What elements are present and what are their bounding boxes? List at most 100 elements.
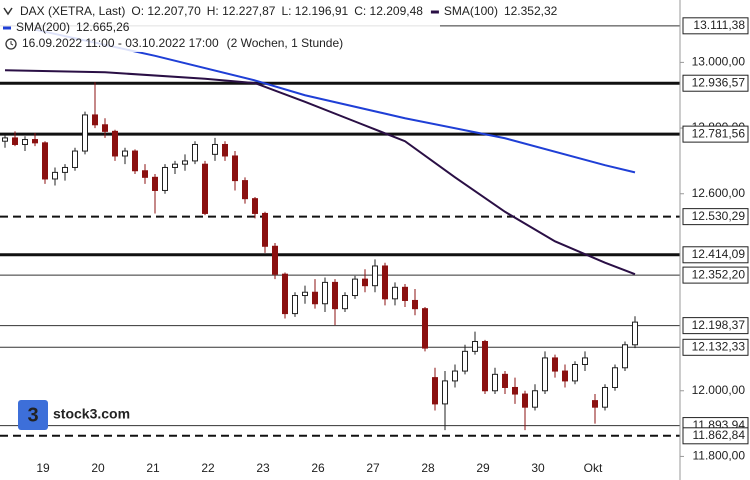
x-tick-label: 20 bbox=[91, 461, 105, 475]
level-box bbox=[682, 17, 749, 35]
sma-line bbox=[4, 69, 636, 276]
level-label: 11.862,84 bbox=[693, 428, 746, 442]
candle-body bbox=[172, 163, 178, 168]
candle-body bbox=[392, 286, 398, 300]
level-box bbox=[682, 208, 749, 226]
candle-body bbox=[532, 390, 538, 408]
candle-body bbox=[482, 341, 488, 392]
candle-body bbox=[552, 357, 558, 372]
candle-body bbox=[522, 393, 528, 408]
candle-body bbox=[312, 291, 318, 305]
candle-body bbox=[232, 155, 238, 182]
candle-body bbox=[202, 163, 208, 214]
legend-name: SMA(100) bbox=[444, 4, 498, 18]
candle-body bbox=[152, 176, 158, 191]
candle-body bbox=[242, 180, 248, 200]
header-bg bbox=[0, 2, 440, 52]
quote-value: H: 12.227,87 bbox=[207, 4, 276, 18]
axis-background bbox=[680, 0, 750, 480]
candle-body bbox=[112, 130, 118, 157]
level-box bbox=[682, 266, 749, 284]
level-label: 12.352,20 bbox=[692, 267, 746, 281]
level-box bbox=[682, 125, 749, 143]
quote-value: O: 12.207,70 bbox=[131, 4, 201, 18]
candle-body bbox=[192, 143, 198, 162]
candle-body bbox=[272, 245, 278, 275]
legend-name: SMA(200) bbox=[16, 20, 70, 34]
quote-value: C: 12.209,48 bbox=[354, 4, 423, 18]
x-tick-label: 26 bbox=[311, 461, 325, 475]
collapse-icon bbox=[3, 7, 13, 16]
candle-body bbox=[32, 139, 38, 144]
candle-body bbox=[102, 124, 108, 132]
candle-body bbox=[452, 370, 458, 382]
candle-body bbox=[262, 212, 268, 247]
candle-body bbox=[252, 198, 258, 214]
y-tick-label: 12.600,00 bbox=[692, 186, 746, 200]
candle-body bbox=[12, 137, 18, 145]
candle-body bbox=[292, 295, 298, 315]
header: DAX (XETRA, Last) O: 12.207,70 H: 12.227,8… bbox=[0, 2, 558, 430]
candle-body bbox=[322, 281, 328, 305]
candle-body bbox=[612, 367, 618, 388]
level-box bbox=[682, 246, 749, 264]
candle-body bbox=[82, 114, 88, 152]
candle-body bbox=[52, 171, 58, 180]
level-box bbox=[682, 317, 749, 335]
candle-body bbox=[542, 357, 548, 392]
x-tick-label: 22 bbox=[201, 461, 215, 475]
y-tick-label: 12.000,00 bbox=[692, 383, 746, 397]
candle-body bbox=[622, 344, 628, 369]
candle-body bbox=[402, 286, 408, 301]
level-box bbox=[682, 338, 749, 356]
candle-body bbox=[42, 142, 48, 180]
candle-body bbox=[2, 137, 8, 142]
x-tick-label: 19 bbox=[36, 461, 50, 475]
candle-body bbox=[352, 278, 358, 297]
candle-body bbox=[472, 341, 478, 352]
level-box bbox=[682, 427, 749, 445]
candle-body bbox=[602, 386, 608, 408]
level-label: 12.781,56 bbox=[692, 126, 746, 140]
candle-body bbox=[562, 370, 568, 382]
level-box bbox=[682, 74, 749, 92]
candle-body bbox=[592, 400, 598, 408]
candle-body bbox=[132, 150, 138, 172]
y-tick-label: 11.800,00 bbox=[693, 449, 746, 463]
candle-body bbox=[512, 386, 518, 395]
candle-body bbox=[122, 150, 128, 157]
candle-body bbox=[372, 265, 378, 287]
candle-body bbox=[582, 357, 588, 365]
sma-line bbox=[34, 28, 636, 174]
candle-body bbox=[162, 166, 168, 191]
level-label: 12.132,33 bbox=[692, 339, 746, 353]
x-tick-label: 21 bbox=[146, 461, 160, 475]
candle-body bbox=[432, 377, 438, 405]
x-tick-label: 23 bbox=[256, 461, 270, 475]
clock-icon bbox=[5, 38, 17, 50]
level-label: 12.414,09 bbox=[692, 247, 746, 261]
level-label: 12.530,29 bbox=[692, 209, 746, 223]
candle-body bbox=[492, 373, 498, 392]
candle-body bbox=[362, 278, 368, 287]
candle-body bbox=[212, 143, 218, 155]
candle-body bbox=[302, 291, 308, 297]
candle-body bbox=[72, 150, 78, 168]
plot-area: 19 20 21 22 23 26 27 28 29 30 Okt bbox=[0, 25, 680, 475]
price-axis: 13.000,0012.800,0012.600,0012.000,0011.8… bbox=[679, 0, 750, 480]
candle-body bbox=[222, 143, 228, 157]
candle-body bbox=[332, 281, 338, 310]
period-note: (2 Wochen, 1 Stunde) bbox=[227, 36, 344, 50]
legend-value: 12.665,26 bbox=[76, 20, 130, 34]
candle-body bbox=[142, 170, 148, 178]
period: 16.09.2022 11:00 - 03.10.2022 17:00 bbox=[22, 36, 219, 50]
x-tick-label: 27 bbox=[366, 461, 380, 475]
candle-body bbox=[282, 273, 288, 315]
level-label: 12.198,37 bbox=[692, 318, 746, 332]
x-tick-label: 29 bbox=[476, 461, 490, 475]
x-tick-label: Okt bbox=[584, 461, 603, 475]
level-label: 12.936,57 bbox=[692, 75, 746, 89]
y-tick-label: 13.000,00 bbox=[692, 55, 746, 69]
level-label: 13.111,38 bbox=[693, 18, 745, 32]
